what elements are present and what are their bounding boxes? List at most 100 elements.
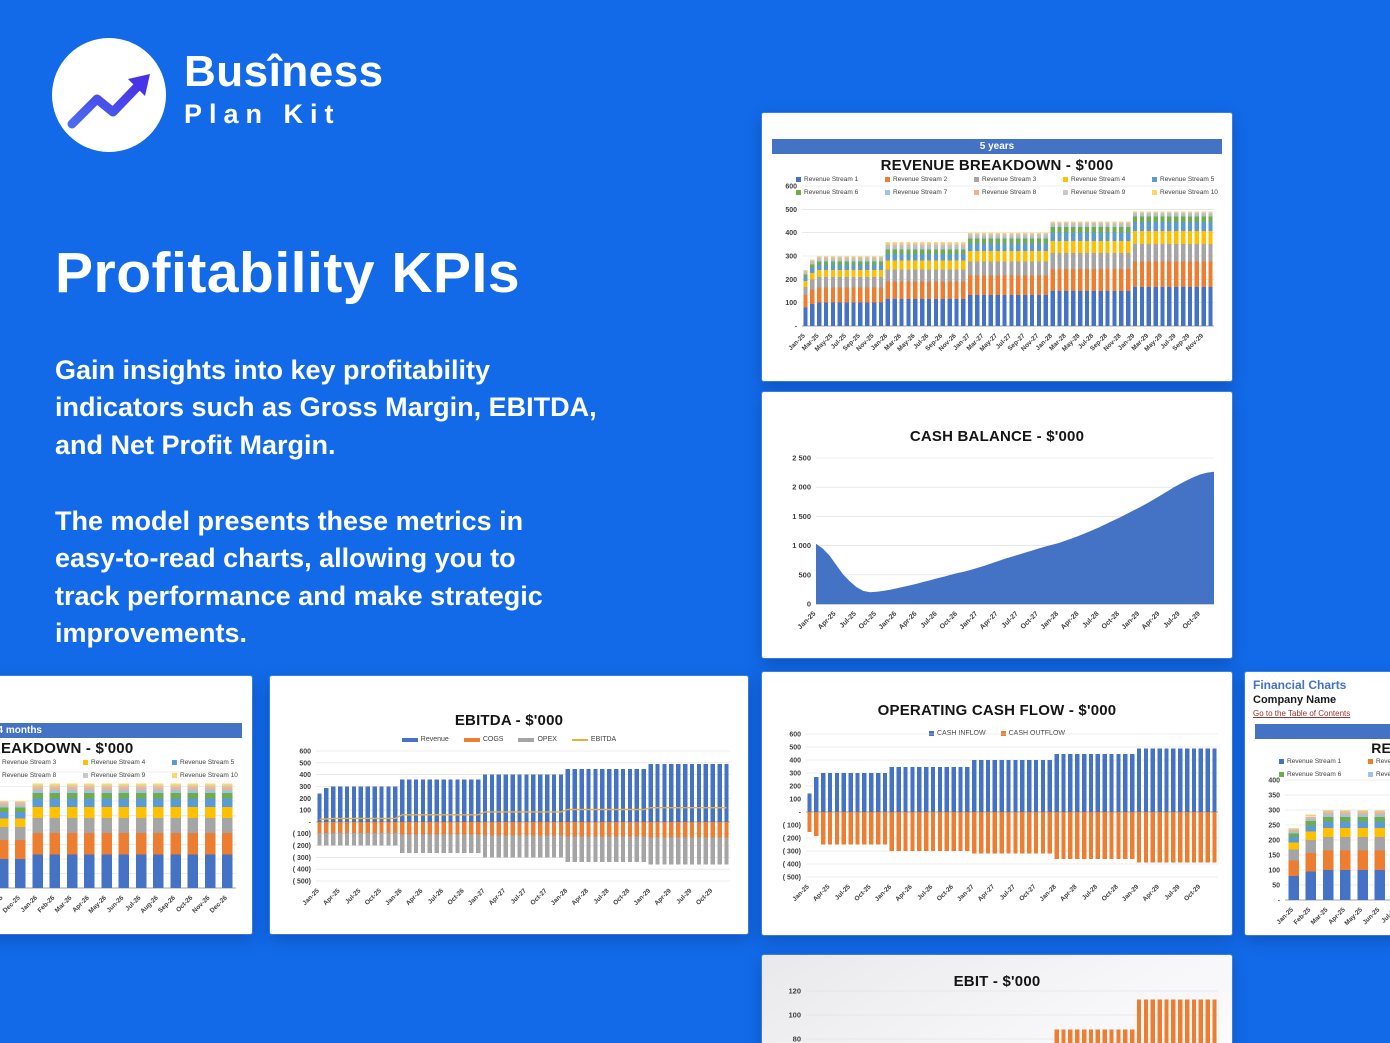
legend-label: Revenue Stream 3 <box>982 176 1037 183</box>
legend-marker <box>1063 190 1068 195</box>
rev5y-chart-canvas: - 100 200 300 400 500 600 Jan-25Mar-25May-25Jul… <box>785 184 1214 353</box>
legend-label: COGS <box>482 736 504 743</box>
svg-text:Jul-28: Jul-28 <box>1081 883 1100 902</box>
period-band: 24 months <box>0 723 242 738</box>
legend-label: Revenue Stream 9 <box>91 772 146 779</box>
chart-title: REVENUE BREAKDOWN - $'000 <box>880 157 1114 174</box>
ebitda-chart-canvas: ( 500) ( 400) ( 300) ( 200) ( 100) - 100 200 300… <box>293 749 730 907</box>
svg-text:Oct-27: Oct-27 <box>1018 883 1038 903</box>
svg-text:400: 400 <box>785 230 797 237</box>
svg-text:100: 100 <box>299 808 311 815</box>
svg-text:Oct-26: Oct-26 <box>446 887 466 907</box>
svg-text:Jan-29: Jan-29 <box>1121 883 1141 903</box>
svg-text:Apr-25: Apr-25 <box>817 610 838 631</box>
chart-card-cash-balance: CASH BALANCE - $'000 0 500 1 000 1 500 2 000… <box>762 392 1232 658</box>
gridlines: ( 500) ( 400) ( 300) ( 200) ( 100) - 100 200 300… <box>293 749 730 886</box>
chart-title: CASH BALANCE - $'000 <box>909 428 1085 445</box>
svg-text:Oct-25: Oct-25 <box>858 610 878 630</box>
brand-name-top: Busîness <box>184 47 384 96</box>
svg-text:120: 120 <box>788 987 801 996</box>
company-name: Company Name <box>1253 694 1337 706</box>
svg-text:500: 500 <box>798 570 811 579</box>
svg-text:100: 100 <box>789 797 801 804</box>
svg-text:150: 150 <box>1268 853 1280 860</box>
chart-legend-row: Revenue COGS OPEX EBITDA <box>270 736 748 743</box>
legend-label: Revenue Stream 2 <box>1376 758 1390 765</box>
svg-text:( 300): ( 300) <box>783 849 801 856</box>
svg-text:Jul-29: Jul-29 <box>1162 610 1181 629</box>
svg-text:Apr-26: Apr-26 <box>405 887 425 907</box>
legend-label: Revenue Stream 2 <box>893 176 948 183</box>
legend-marker <box>518 737 535 742</box>
svg-text:Apr-28: Apr-28 <box>1060 610 1081 631</box>
svg-text:0: 0 <box>807 600 811 609</box>
legend-marker <box>928 731 934 736</box>
legend-marker <box>974 177 979 182</box>
svg-text:-: - <box>795 324 798 331</box>
svg-text:Jan-28: Jan-28 <box>550 887 570 907</box>
svg-text:Jan-25: Jan-25 <box>1275 906 1295 926</box>
svg-text:( 400): ( 400) <box>293 867 311 874</box>
svg-text:Oct-29: Oct-29 <box>1182 610 1202 630</box>
legend-marker <box>1000 731 1006 736</box>
legend-label: Revenue Stream 3 <box>2 759 57 766</box>
mini-chart-canvas: - 50 100 150 200 250 300 350 400 Jan-25Feb-25Mar-… <box>1268 778 1390 927</box>
svg-text:( 200): ( 200) <box>783 836 801 843</box>
svg-text:Mar-26: Mar-26 <box>54 894 74 914</box>
legend-marker <box>1279 772 1284 777</box>
chart-card-financial-charts-sheet: Financial Charts Company Name Go to the … <box>1245 672 1390 935</box>
x-axis-labels: Jan-25Feb-25Mar-25Apr-25May-25Jun-25Jul-… <box>1275 906 1390 927</box>
svg-text:( 100): ( 100) <box>293 831 311 838</box>
svg-text:300: 300 <box>785 254 797 261</box>
legend-marker <box>885 177 890 182</box>
svg-text:-: - <box>1278 898 1281 905</box>
svg-text:Jul-25: Jul-25 <box>839 610 858 629</box>
svg-text:Jan-25: Jan-25 <box>791 883 811 903</box>
legend-label: Revenue Stream 1 <box>804 176 859 183</box>
svg-text:600: 600 <box>299 749 311 756</box>
svg-text:200: 200 <box>1268 838 1280 845</box>
svg-text:Jan-25: Jan-25 <box>797 610 818 631</box>
svg-text:2 500: 2 500 <box>792 454 811 463</box>
legend-item: CASH OUTFLOW <box>1000 730 1065 737</box>
legend-item: Revenue Stream 7 <box>885 189 974 196</box>
svg-text:100: 100 <box>788 1011 801 1020</box>
table-of-contents-link[interactable]: Go to the Table of Contents <box>1253 709 1351 718</box>
legend-item: Revenue Stream 8 <box>974 189 1063 196</box>
legend-label: Revenue Stream 9 <box>1071 189 1126 196</box>
svg-text:Oct-29: Oct-29 <box>695 887 715 907</box>
legend-item: Revenue Stream 5 <box>172 759 261 766</box>
svg-text:Jan-26: Jan-26 <box>384 887 404 907</box>
bars <box>317 764 729 865</box>
svg-text:Apr-28: Apr-28 <box>571 887 591 907</box>
svg-text:Apr-27: Apr-27 <box>979 610 1000 631</box>
svg-text:Jul-26: Jul-26 <box>920 610 939 629</box>
svg-text:Jul-29: Jul-29 <box>1163 883 1182 902</box>
legend-item: Revenue Stream 2 <box>885 176 974 183</box>
svg-text:1 500: 1 500 <box>792 512 811 521</box>
chart-title: EBIT - $'000 <box>953 973 1041 990</box>
svg-text:Oct-29: Oct-29 <box>1183 883 1203 903</box>
legend-marker <box>83 773 88 778</box>
legend-marker <box>1063 177 1068 182</box>
legend-item: Revenue <box>401 736 449 743</box>
page-title: Profitability KPIs <box>55 241 521 305</box>
svg-text:Dec-26: Dec-26 <box>209 894 229 914</box>
svg-text:Jan-29: Jan-29 <box>1121 610 1142 631</box>
svg-text:500: 500 <box>299 760 311 767</box>
svg-text:Jun-25: Jun-25 <box>1362 906 1382 926</box>
legend-item: Revenue Stream 3 <box>0 759 83 766</box>
legend-label: Revenue Stream 6 <box>1287 771 1342 778</box>
legend-label: Revenue Stream 8 <box>982 189 1037 196</box>
legend-item: Revenue Stream 6 <box>796 189 885 196</box>
legend-marker <box>1279 759 1284 764</box>
chart-card-ebitda: EBITDA - $'000 Revenue COGS OPEX EBITDA ( 50… <box>270 676 748 934</box>
legend-item: Revenue Stream 7 <box>1368 771 1390 778</box>
svg-text:400: 400 <box>299 772 311 779</box>
legend-marker <box>974 190 979 195</box>
legend-marker <box>1368 759 1373 764</box>
svg-text:Oct-26: Oct-26 <box>939 610 959 630</box>
legend-marker <box>172 773 177 778</box>
